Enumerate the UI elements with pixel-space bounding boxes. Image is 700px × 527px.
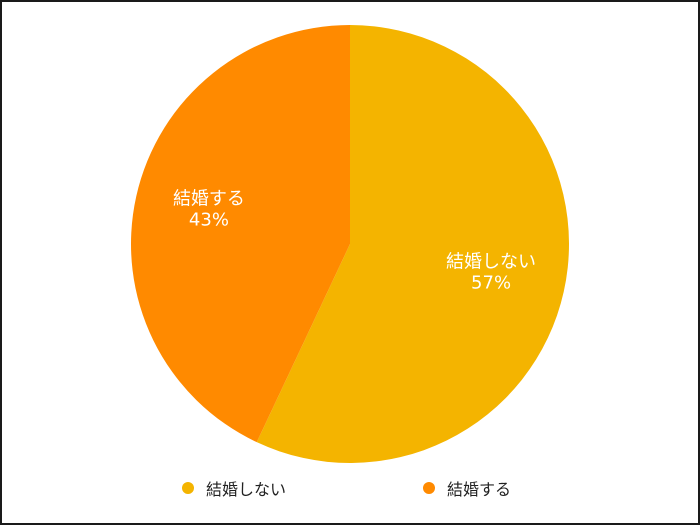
slice-category-no-marriage: 結婚しない	[446, 252, 536, 273]
slice-label-no-marriage: 結婚しない 57%	[446, 252, 536, 294]
slice-percent-marriage: 43%	[189, 209, 229, 230]
slice-label-marriage: 結婚する 43%	[173, 188, 245, 230]
slice-category-marriage: 結婚する	[173, 188, 245, 209]
slice-marriage	[130, 25, 350, 443]
legend-swatch-no-marriage	[182, 482, 194, 494]
legend-item-marriage: 結婚する	[423, 476, 511, 500]
legend-label-marriage: 結婚する	[447, 480, 512, 499]
slice-no-marriage	[256, 25, 569, 463]
legend-label-no-marriage: 結婚しない	[206, 480, 287, 499]
legend-swatch-marriage	[423, 482, 435, 494]
slice-percent-no-marriage: 57%	[471, 273, 511, 294]
legend: 結婚しない 結婚する	[2, 476, 700, 504]
legend-item-no-marriage: 結婚しない	[182, 476, 286, 500]
